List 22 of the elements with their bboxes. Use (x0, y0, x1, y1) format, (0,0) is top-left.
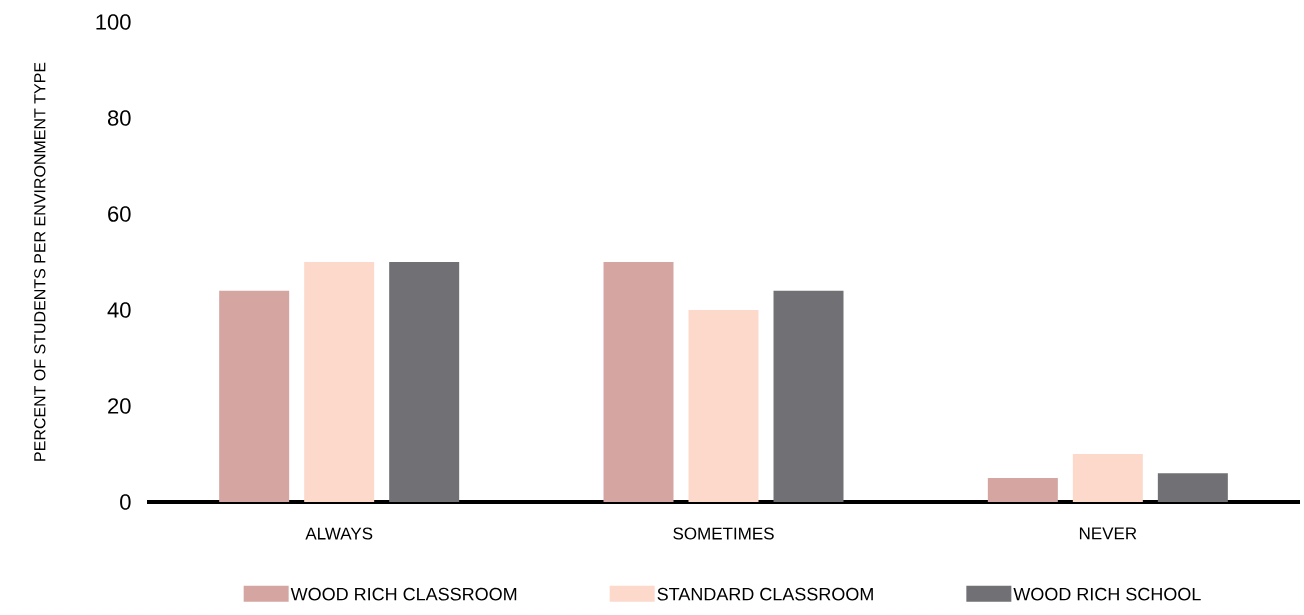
x-tick-label: NEVER (1079, 527, 1137, 540)
bar (1157, 473, 1228, 502)
bar (219, 290, 290, 502)
legend-label: WOOD RICH SCHOOL (1013, 587, 1201, 601)
bar (389, 262, 460, 502)
x-tick-label: ALWAYS (305, 527, 373, 540)
y-tick-label: 60 (108, 206, 131, 222)
bar (773, 290, 844, 502)
bar (304, 262, 375, 502)
legend-label: WOOD RICH CLASSROOM (290, 587, 517, 601)
legend-label: STANDARD CLASSROOM (657, 587, 873, 601)
y-axis-title: PERCENT OF STUDENTS PER ENVIRONMENT TYPE (34, 62, 46, 461)
y-tick-label: 40 (107, 302, 131, 318)
y-tick-label: 100 (96, 14, 131, 30)
y-tick-label: 80 (107, 110, 131, 126)
bar (987, 478, 1058, 502)
bar (688, 310, 759, 502)
y-tick-label: 0 (120, 494, 131, 510)
bar (1072, 454, 1143, 502)
bar (603, 262, 674, 502)
y-tick-label: 20 (108, 398, 131, 414)
x-tick-label: SOMETIMES (673, 527, 774, 540)
